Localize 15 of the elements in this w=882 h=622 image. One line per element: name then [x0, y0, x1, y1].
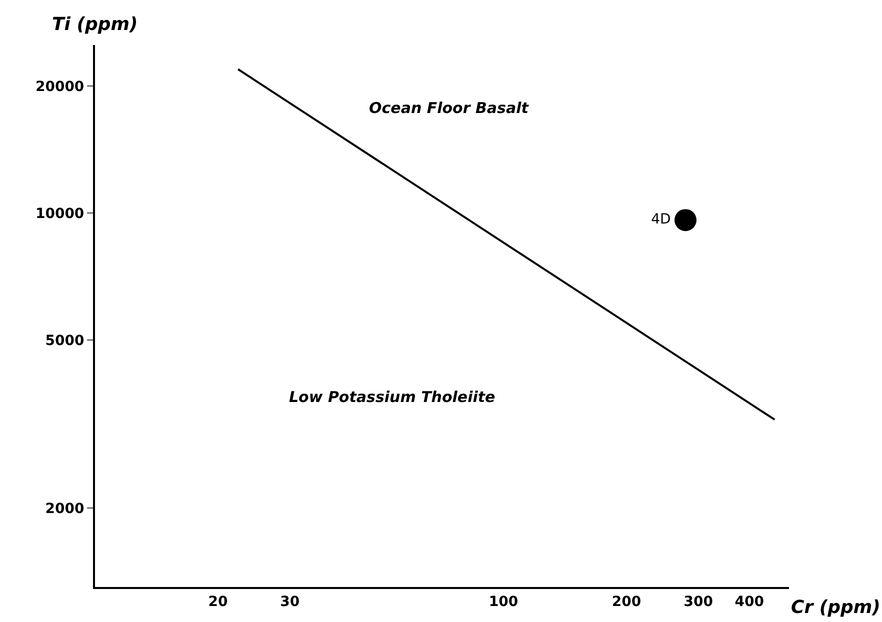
x-tick-label: 300: [684, 594, 714, 610]
y-axis-title: Ti (ppm): [52, 14, 138, 35]
y-tick-label: 20000: [35, 78, 84, 95]
x-axis-title: Cr (ppm): [791, 597, 880, 618]
x-tick-label: 100: [488, 594, 518, 610]
annotation: Ocean Floor Basalt: [369, 99, 530, 117]
x-tick-label: 200: [612, 594, 642, 610]
x-tick-label: 400: [734, 594, 764, 610]
x-tick-label: 20: [208, 594, 228, 610]
x-tick-label: 30: [280, 594, 300, 610]
y-tick-label: 5000: [45, 332, 84, 349]
y-tick-label: 2000: [45, 500, 84, 517]
annotation: Low Potassium Tholeiite: [289, 388, 496, 406]
series-label: 4D: [651, 212, 671, 228]
y-tick-label: 10000: [35, 206, 84, 222]
